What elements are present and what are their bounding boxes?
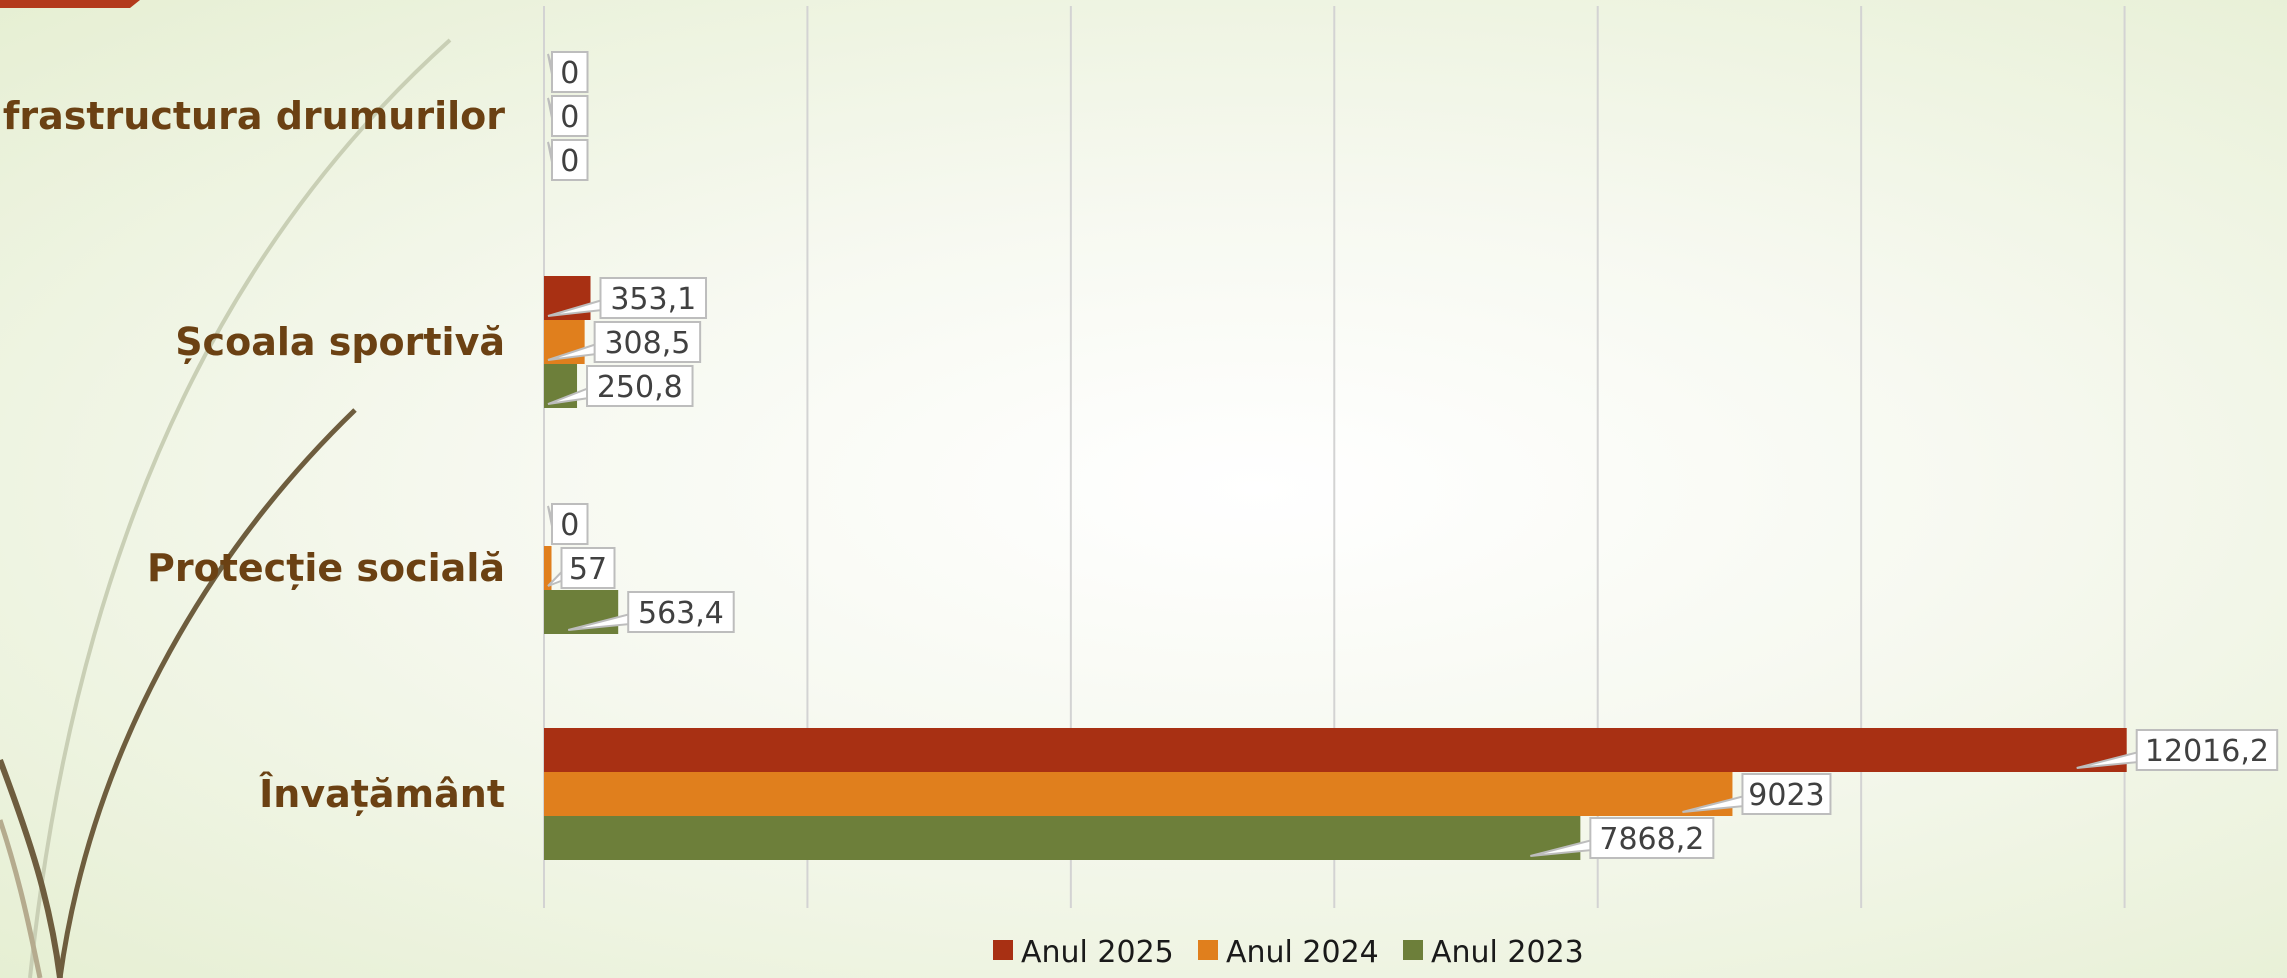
data-label-text: 9023 [1748, 778, 1824, 813]
bar [544, 816, 1581, 860]
data-label: 250,8 [547, 365, 694, 407]
category-label: Protecție socială [147, 546, 505, 590]
data-label-text: 57 [569, 552, 607, 587]
data-label: 12016,2 [2076, 729, 2279, 771]
data-label: 0 [547, 51, 589, 93]
data-label-box [560, 547, 616, 589]
data-label-box [1741, 773, 1832, 815]
data-label-text: 353,1 [610, 282, 696, 317]
data-label-text: 0 [560, 144, 579, 179]
legend-item: Anul 2023 [1403, 935, 1584, 970]
data-label: 7868,2 [1530, 817, 1715, 859]
bars [544, 276, 2127, 860]
legend-item: Anul 2025 [993, 935, 1174, 970]
data-label-text: 12016,2 [2145, 734, 2269, 769]
data-label: 57 [547, 547, 616, 589]
category-label: Învațământ [259, 772, 505, 816]
data-label-box [551, 51, 589, 93]
data-label: 0 [547, 139, 589, 181]
data-label-box [2135, 729, 2279, 771]
legend-label: Anul 2024 [1226, 935, 1379, 970]
data-label-box [551, 503, 589, 545]
data-label: 9023 [1682, 773, 1832, 815]
data-label: 0 [547, 503, 589, 545]
legend-swatch [1198, 940, 1218, 960]
data-label: 308,5 [547, 321, 702, 363]
data-label: 563,4 [567, 591, 735, 633]
data-label-box [551, 95, 589, 137]
data-label-box [1589, 817, 1715, 859]
legend-item: Anul 2024 [1198, 935, 1379, 970]
bar [544, 728, 2127, 772]
data-label-text: 0 [560, 56, 579, 91]
category-label: Școala sportivă [175, 320, 505, 364]
legend-label: Anul 2025 [1021, 935, 1174, 970]
data-label-text: 7868,2 [1599, 822, 1704, 857]
data-label-text: 563,4 [638, 596, 724, 631]
data-label-box [599, 277, 708, 319]
data-label-text: 0 [560, 508, 579, 543]
legend: Anul 2025 Anul 2024 Anul 2023 [993, 935, 1584, 970]
data-label-text: 308,5 [604, 326, 690, 361]
bar [544, 546, 552, 590]
bar [544, 772, 1733, 816]
data-label-text: 250,8 [597, 370, 683, 405]
category-label: Infrastructura drumurilor [0, 94, 505, 138]
legend-swatch [1403, 940, 1423, 960]
data-label-text: 0 [560, 100, 579, 135]
data-labels: 0 0 0 353,1 308,5 250,8 0 57 563,4 12016,2 9023 786… [547, 51, 2279, 859]
legend-label: Anul 2023 [1431, 935, 1584, 970]
legend-swatch [993, 940, 1013, 960]
data-label: 0 [547, 95, 589, 137]
data-label: 353,1 [547, 277, 708, 319]
data-label-box [627, 591, 735, 633]
category-labels: Infrastructura drumurilor Școala sportivă… [0, 94, 505, 816]
data-label-box [551, 139, 589, 181]
data-label-box [593, 321, 702, 363]
data-label-box [586, 365, 694, 407]
